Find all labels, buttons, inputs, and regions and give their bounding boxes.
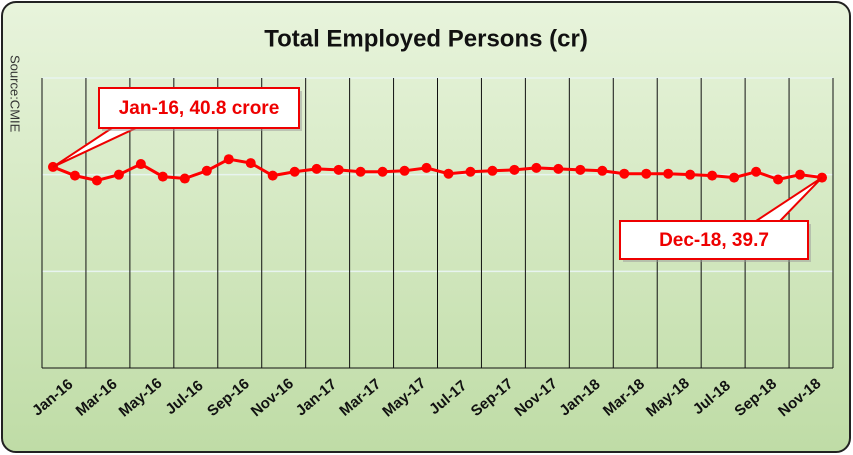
data-point (663, 168, 674, 179)
annotation: Jan-16, 40.8 crore (119, 98, 280, 119)
data-point (597, 165, 608, 176)
data-point (179, 173, 190, 184)
data-point (377, 166, 388, 177)
data-point (201, 165, 212, 176)
data-point (707, 170, 718, 181)
source-note: Source:CMIE (8, 55, 23, 133)
data-point (289, 166, 300, 177)
data-point (487, 165, 498, 176)
annotation: Dec-18, 39.7 (659, 230, 769, 251)
callout-box (98, 87, 300, 129)
callout-box (619, 220, 809, 260)
data-point (245, 158, 256, 169)
data-point (157, 171, 168, 182)
data-point (311, 163, 322, 174)
data-point (751, 166, 762, 177)
data-point (355, 166, 366, 177)
data-point (795, 169, 806, 180)
data-point (773, 174, 784, 185)
chart-title: Total Employed Persons (cr) (264, 25, 588, 52)
data-point (135, 159, 146, 170)
data-point (267, 170, 278, 181)
data-point (333, 164, 344, 175)
data-point (91, 175, 102, 186)
data-point (729, 172, 740, 183)
data-point (69, 170, 80, 181)
data-point (443, 168, 454, 179)
data-point (685, 169, 696, 180)
data-point (509, 164, 520, 175)
data-point (465, 166, 476, 177)
data-point (421, 162, 432, 173)
data-point (223, 154, 234, 165)
data-point (641, 168, 652, 179)
data-point (619, 168, 630, 179)
data-point (553, 163, 564, 174)
data-point (531, 162, 542, 173)
data-point (399, 165, 410, 176)
data-point (113, 169, 124, 180)
data-point (575, 164, 586, 175)
